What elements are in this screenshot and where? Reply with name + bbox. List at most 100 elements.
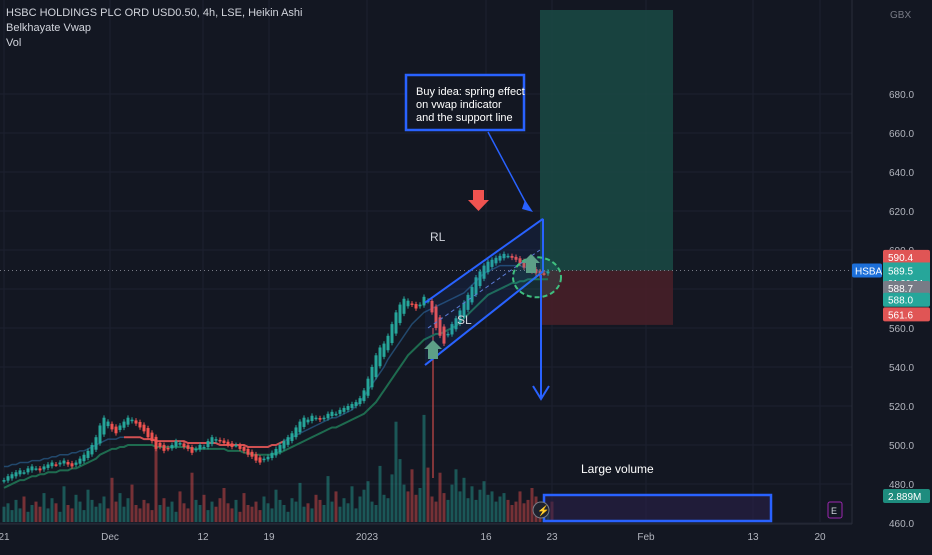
- symbol-badge: HSBA: [855, 266, 883, 277]
- candle-body: [506, 255, 510, 258]
- volume-bar: [246, 505, 250, 522]
- candle-body: [474, 277, 478, 295]
- candle-body: [522, 260, 526, 268]
- volume-bar: [298, 482, 302, 522]
- candle-body: [518, 258, 522, 264]
- currency-label: GBX: [890, 10, 911, 21]
- time-axis[interactable]: 21 Dec 12 19 2023 16 23 Feb 13 20: [0, 523, 852, 550]
- candle-body: [126, 417, 130, 425]
- last-price-badge: 589.5: [888, 266, 913, 277]
- volume-bar: [210, 501, 214, 522]
- candle-body: [370, 367, 374, 388]
- candle-body: [110, 423, 114, 430]
- candle-body: [174, 441, 178, 447]
- volume-bar: [230, 508, 234, 522]
- candle-body: [298, 421, 302, 433]
- volume-bar: [418, 488, 422, 522]
- volume-bar: [270, 508, 274, 522]
- indicator-label[interactable]: Belkhayate Vwap: [6, 22, 91, 34]
- candle-body: [42, 466, 46, 470]
- price-axis[interactable]: GBX460.0480.0500.0520.0540.0560.0580.060…: [851, 0, 932, 550]
- volume-bar: [378, 465, 382, 522]
- volume-bar: [274, 489, 278, 522]
- candle-body: [254, 454, 258, 461]
- candle-body: [438, 317, 442, 336]
- volume-bar: [266, 503, 270, 522]
- volume-bar: [154, 443, 158, 522]
- volume-bar: [338, 506, 342, 522]
- entry-b-badge: 588.0: [888, 296, 913, 307]
- rl-label: RL: [430, 230, 446, 244]
- volume-bar: [214, 506, 218, 522]
- candle-body: [150, 432, 154, 442]
- candle-body: [22, 472, 26, 474]
- candle-body: [142, 424, 146, 432]
- resistance-line: [424, 217, 544, 304]
- volume-bar: [398, 459, 402, 522]
- candle-body: [2, 480, 6, 482]
- volume-bar: [14, 499, 18, 522]
- volume-bar: [482, 481, 486, 522]
- volume-bar: [462, 477, 466, 522]
- candle-body: [546, 271, 550, 274]
- down-arrow-icon: [468, 190, 489, 211]
- candle-body: [278, 445, 282, 453]
- candle-body: [178, 443, 182, 445]
- volume-bar: [362, 489, 366, 522]
- volume-bar: [474, 499, 478, 522]
- volume-bar: [290, 498, 294, 522]
- candle-body: [378, 347, 382, 367]
- candle-body: [442, 326, 446, 344]
- volume-bar: [454, 469, 458, 522]
- volume-bar: [42, 493, 46, 522]
- candle-body: [318, 418, 322, 420]
- volume-bar: [118, 493, 122, 522]
- candle-body: [398, 304, 402, 323]
- symbol-title[interactable]: HSBC HOLDINGS PLC ORD USD0.50, 4h, LSE, …: [6, 7, 303, 19]
- candle-body: [242, 446, 246, 451]
- price-tick: 660.0: [889, 129, 914, 140]
- volume-label[interactable]: Vol: [6, 37, 22, 49]
- volume-bar: [370, 501, 374, 522]
- candle-body: [238, 445, 242, 449]
- volume-bar: [490, 491, 494, 522]
- volume-bar: [238, 511, 242, 522]
- candle-body: [106, 421, 110, 427]
- candle-body: [34, 468, 38, 470]
- up-arrow-icon: [424, 340, 442, 359]
- volume-bar: [330, 501, 334, 522]
- candle-body: [210, 437, 214, 445]
- lightning-glyph: ⚡: [537, 504, 549, 517]
- volume-bar: [50, 498, 54, 522]
- price-tick: 480.0: [889, 480, 914, 491]
- volume-bar: [394, 421, 398, 522]
- candle-body: [502, 253, 506, 259]
- idea-text-line: and the support line: [416, 112, 513, 124]
- volume-bar: [318, 499, 322, 522]
- long-position-zones[interactable]: [0, 10, 852, 325]
- candle-body: [326, 413, 330, 419]
- volume-bar: [190, 472, 194, 522]
- candle-body: [246, 448, 250, 455]
- candle-body: [446, 333, 450, 336]
- candle-body: [410, 303, 414, 305]
- candle-body: [358, 398, 362, 405]
- volume-bar: [258, 510, 262, 522]
- candle-body: [510, 255, 514, 258]
- candle-body: [294, 427, 298, 438]
- chart-grid: [0, 0, 852, 524]
- candle-body: [222, 440, 226, 444]
- volume-bar: [522, 503, 526, 522]
- volume-bar: [62, 486, 66, 522]
- volume-bar: [162, 498, 166, 522]
- volume-bar: [110, 477, 114, 522]
- volume-bar: [386, 498, 390, 522]
- candle-body: [74, 462, 78, 465]
- volume-bar: [250, 506, 254, 522]
- sl-label: SL: [457, 313, 472, 327]
- volume-bar: [434, 501, 438, 522]
- candle-body: [226, 441, 230, 445]
